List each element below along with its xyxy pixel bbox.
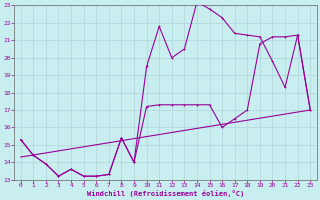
X-axis label: Windchill (Refroidissement éolien,°C): Windchill (Refroidissement éolien,°C) xyxy=(87,190,244,197)
